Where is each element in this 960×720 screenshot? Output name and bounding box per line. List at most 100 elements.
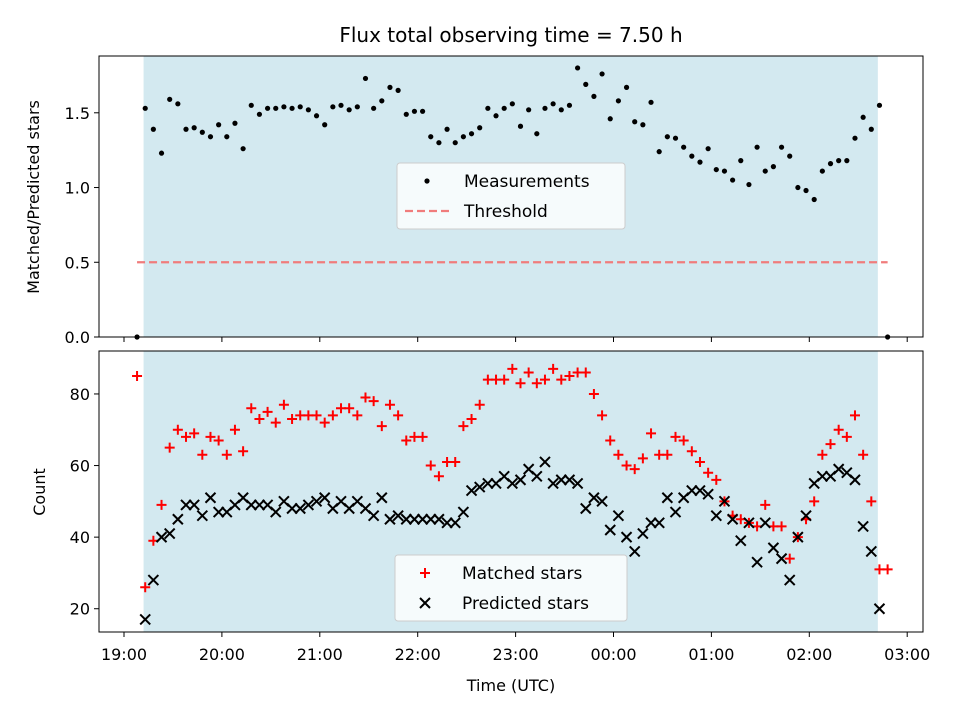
measurement-point: [493, 113, 499, 119]
predicted-point: [270, 506, 282, 518]
matched-point: [531, 378, 542, 389]
measurement-point: [721, 168, 728, 174]
measurement-point: [264, 105, 271, 111]
predicted-point: [180, 499, 192, 511]
x-tick-label: 00:00: [590, 645, 636, 664]
measurement-point: [713, 166, 719, 173]
measurement-point: [313, 113, 320, 119]
measurement-point: [460, 134, 466, 140]
legend-label: Threshold: [463, 202, 548, 222]
measurement-point: [387, 84, 393, 90]
matched-point: [156, 499, 167, 510]
y-tick-label: 40: [70, 528, 90, 547]
matched-point: [287, 414, 298, 425]
measurement-point: [615, 98, 621, 104]
matched-point: [181, 431, 192, 442]
measurement-point: [558, 107, 564, 113]
measurement-point: [256, 111, 263, 117]
measurement-point: [623, 84, 630, 90]
predicted-point: [172, 513, 184, 525]
y-tick-label: 60: [70, 457, 90, 476]
y-tick-label: 20: [70, 600, 90, 619]
matched-point: [849, 410, 860, 421]
predicted-point: [726, 513, 739, 525]
matched-point: [817, 449, 828, 460]
predicted-point: [400, 513, 412, 525]
measurement-point: [811, 196, 817, 203]
legend: Matched stars Predicted stars: [394, 554, 628, 622]
matched-point: [376, 421, 387, 432]
predicted-point: [547, 477, 559, 490]
matched-point: [213, 435, 224, 446]
measurement-point: [664, 134, 670, 140]
matched-point: [605, 435, 616, 446]
predicted-point: [376, 492, 388, 504]
measurement-point: [175, 101, 181, 107]
legend-box: [396, 162, 626, 230]
matched-point: [164, 442, 175, 453]
matched-point: [327, 410, 338, 421]
measurement-point: [183, 126, 189, 132]
measurement-point: [509, 101, 515, 107]
predicted-point: [702, 488, 714, 500]
measurement-point: [150, 126, 156, 132]
measurement-point: [142, 105, 148, 111]
predicted-point: [441, 517, 453, 529]
measurement-point: [477, 125, 483, 131]
predicted-point: [139, 613, 151, 626]
predicted-point: [751, 556, 763, 568]
predicted-point: [392, 509, 404, 522]
x-tick-label: 02:00: [786, 645, 832, 664]
count-panel: 20 40 60 80 19:00 20:00 21:00 22:00 23:00 00:00 01…: [70, 350, 930, 664]
predicted-point: [596, 495, 608, 508]
matched-point: [507, 363, 518, 374]
predicted-point: [816, 470, 829, 482]
predicted-point: [604, 524, 616, 536]
predicted-point: [294, 502, 306, 515]
predicted-point: [767, 542, 780, 554]
matched-point: [646, 428, 657, 439]
predicted-point: [849, 474, 861, 486]
y-tick-label: 0.0: [65, 328, 90, 347]
predicted-point: [482, 477, 494, 490]
predicted-point: [857, 520, 869, 533]
measurement-point: [411, 108, 418, 114]
measurement-point: [248, 102, 254, 108]
measurement-point: [485, 105, 491, 111]
predicted-point: [718, 495, 731, 508]
measurement-point: [371, 105, 377, 111]
measurement-point: [550, 101, 556, 107]
matched-point: [172, 424, 183, 435]
measurement-point: [281, 104, 287, 110]
matched-point: [825, 439, 836, 450]
predicted-point: [253, 499, 266, 511]
measurement-point: [599, 71, 605, 77]
predicted-point: [759, 517, 771, 529]
measurement-point: [289, 105, 295, 111]
axes-frame: [98, 55, 924, 338]
x-tick-label: 19:00: [101, 645, 147, 664]
matched-point: [776, 521, 787, 532]
matched-point: [833, 424, 844, 435]
measurement-point: [379, 98, 385, 104]
ratio-panel: 0.0 0.5 1.0 1.5 Measurements Threshold: [65, 55, 924, 347]
measurement-point: [795, 184, 801, 191]
matched-point: [597, 410, 608, 421]
measurement-point: [452, 140, 458, 146]
predicted-point: [425, 513, 437, 525]
measurement-point: [517, 123, 524, 129]
matched-point: [499, 374, 510, 385]
matched-point: [858, 449, 869, 460]
ratio-y-axis-label: Matched/Predicted stars: [24, 100, 43, 294]
predicted-point: [188, 499, 200, 511]
measurement-point: [207, 134, 214, 140]
predicted-point: [514, 474, 527, 486]
measurement-point: [648, 99, 654, 105]
matched-point: [694, 456, 705, 467]
measurement-point: [787, 153, 793, 159]
matched-point: [246, 403, 257, 414]
x-axis-label: Time (UTC): [466, 676, 555, 695]
matched-point: [466, 414, 477, 425]
series-matched-stars: [132, 363, 893, 593]
measurement-point: [468, 131, 475, 137]
